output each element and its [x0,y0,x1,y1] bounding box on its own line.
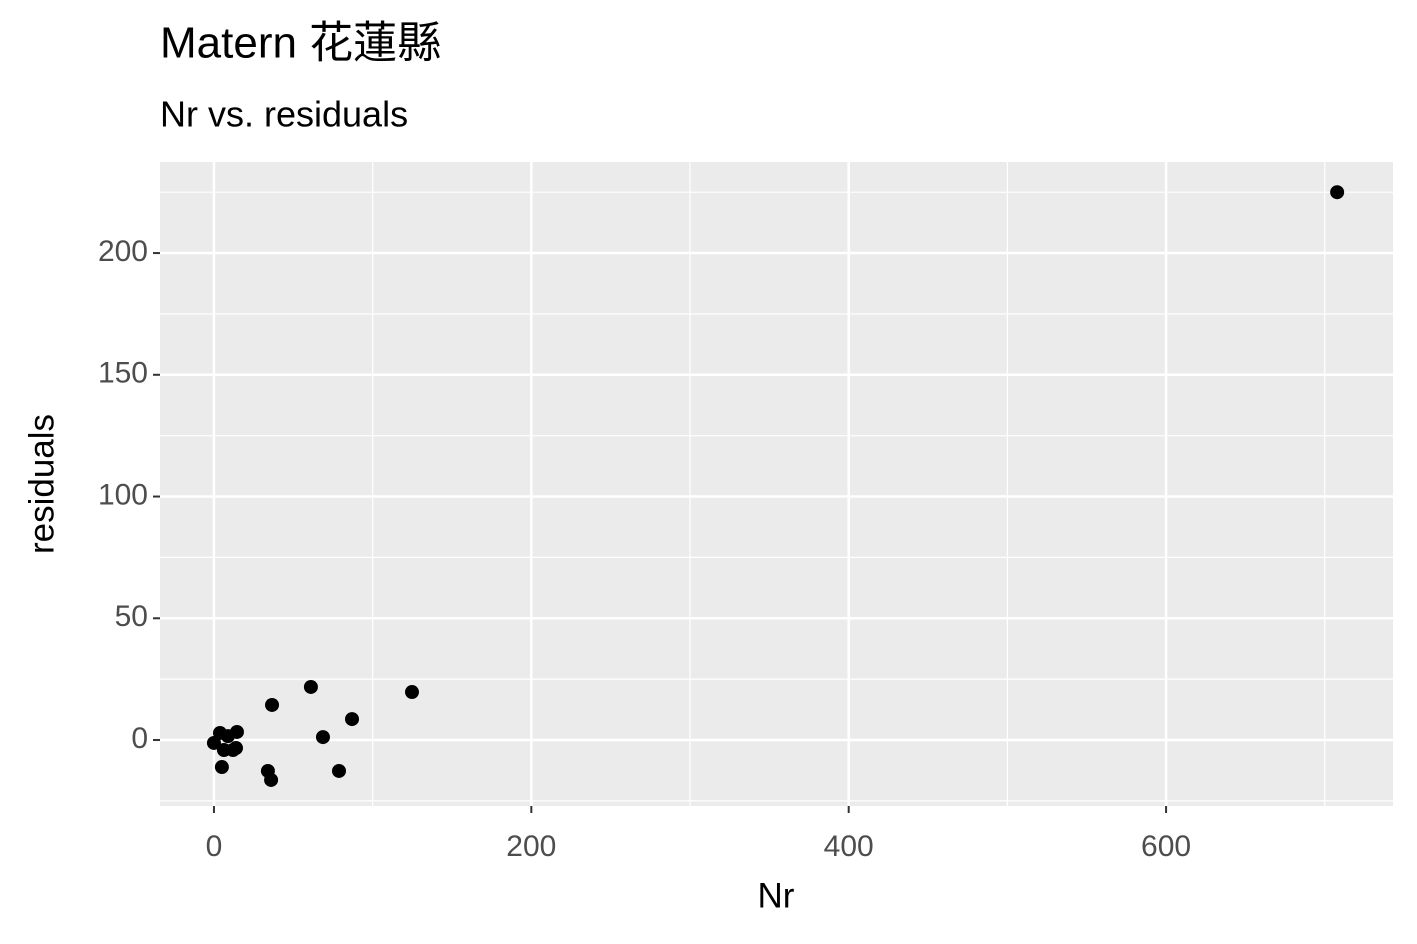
point [216,743,231,757]
point [214,760,229,775]
x-axis-title: Nr [758,876,795,915]
y-tick-label: 150 [98,357,148,390]
chart-title: Matern 花蓮縣 [160,19,441,68]
x-tick-label: 0 [206,830,223,863]
point [345,712,360,727]
point [265,697,280,712]
y-tick-label: 0 [131,722,148,755]
x-tick-label: 200 [506,830,556,863]
x-tick-label: 600 [1141,830,1191,863]
chart-subtitle: Nr vs. residuals [160,94,408,135]
panel [160,162,1393,806]
point [404,685,419,700]
point [1330,185,1345,200]
point [229,724,244,739]
y-tick-label: 100 [98,478,148,511]
point [331,763,346,778]
point [315,730,330,745]
point [264,772,279,787]
y-tick-label: 50 [115,600,148,633]
y-axis-title: residuals [22,414,61,554]
x-tick-label: 400 [824,830,874,863]
y-tick-label: 200 [98,235,148,268]
point [303,679,318,694]
